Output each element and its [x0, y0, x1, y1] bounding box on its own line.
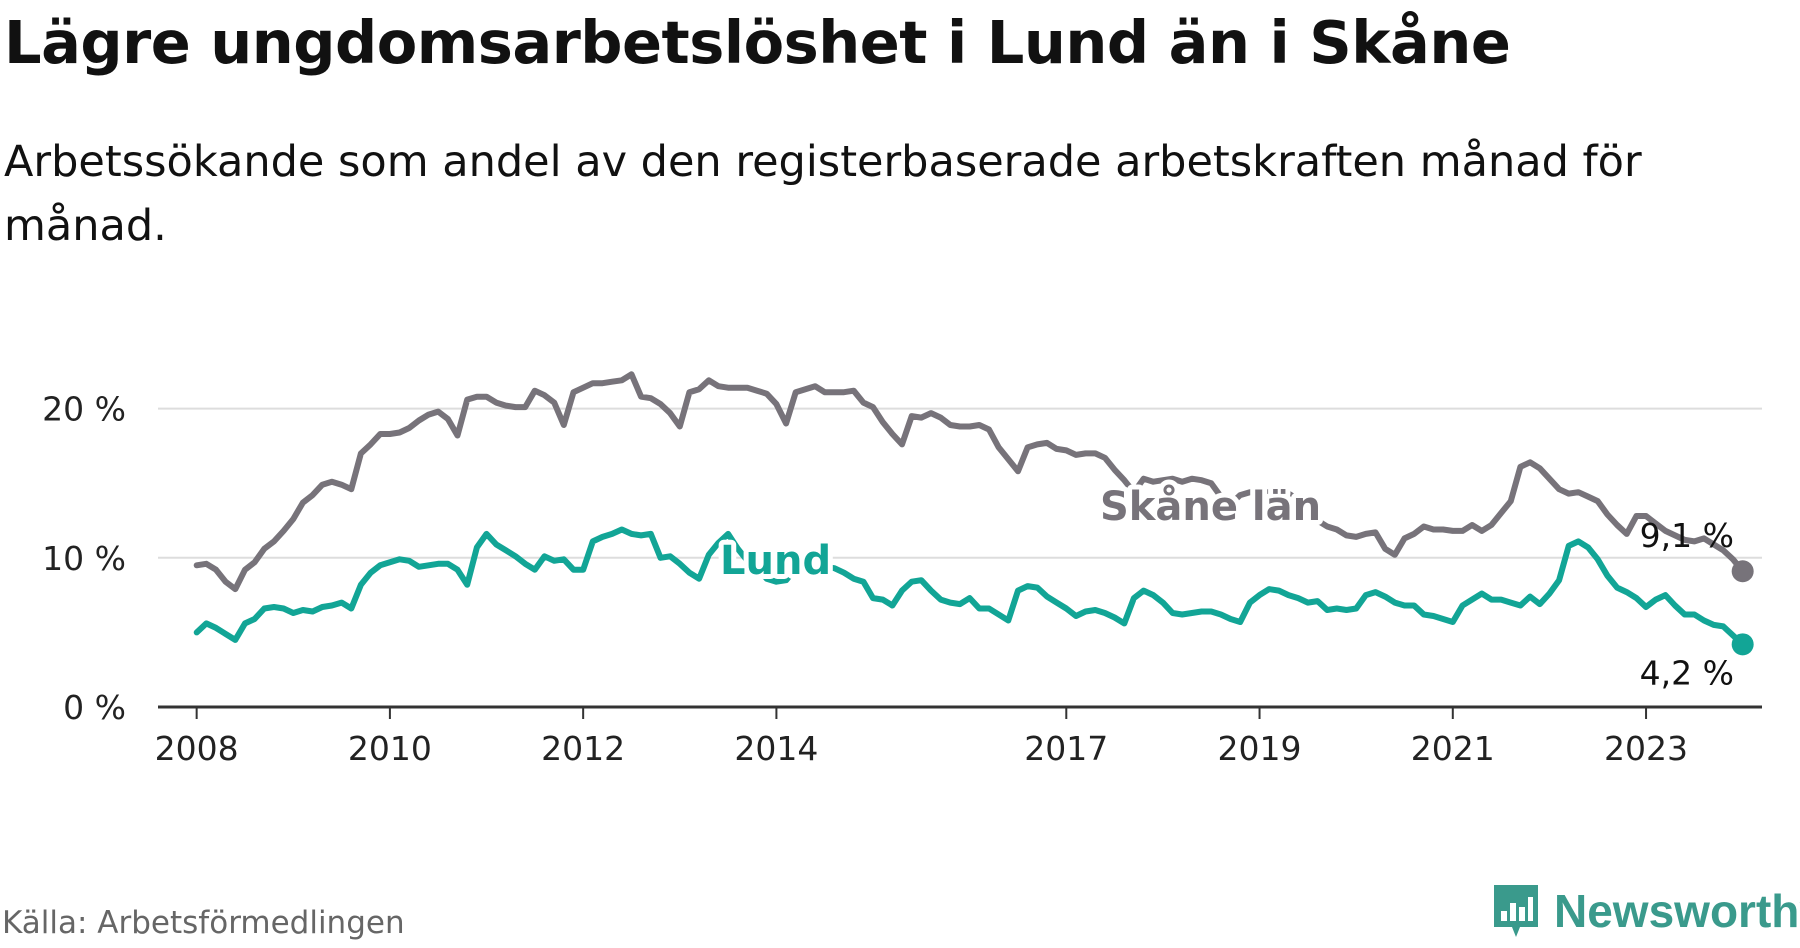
grid-lines	[158, 407, 1762, 559]
series-name-label-skane: Skåne län	[1100, 483, 1321, 530]
chart-subtitle: Arbetssökande som andel av den registerb…	[4, 137, 1642, 251]
series-labels: 9,1 % 4,2 % Skåne län Lund	[715, 478, 1734, 692]
x-tick-label: 2010	[348, 729, 432, 768]
series-line-skane	[193, 371, 1746, 593]
bar-chart-bubble-icon	[1494, 885, 1538, 937]
source-note: Källa: Arbetsförmedlingen	[2, 905, 405, 941]
series-name-label-lund: Lund	[720, 538, 831, 584]
series-lines	[193, 371, 1754, 656]
y-tick-label: 20 %	[42, 390, 126, 429]
x-tick-label: 2017	[1024, 729, 1108, 768]
x-tick-label: 2021	[1411, 729, 1495, 768]
end-marker-skane	[1731, 560, 1754, 583]
end-value-label-skane: 9,1 %	[1640, 516, 1734, 555]
y-tick-label: 0 %	[63, 688, 126, 727]
end-marker-lund	[1731, 633, 1754, 656]
x-tick-label: 2014	[734, 729, 818, 768]
x-tick-label: 2023	[1604, 729, 1688, 768]
x-axis: 2008 2010 2012 2014 2017 2019 2021 2023	[155, 705, 1762, 768]
chart-title: Lägre ungdomsarbetslöshet i Lund än i Sk…	[4, 8, 1511, 77]
y-tick-label: 10 %	[42, 539, 126, 578]
x-tick-label: 2019	[1218, 729, 1302, 768]
brand-logo[interactable]: Newsworthy	[1490, 880, 1800, 942]
x-tick-label: 2012	[541, 729, 625, 768]
end-value-label-lund: 4,2 %	[1640, 653, 1734, 692]
brand-name: Newsworthy	[1554, 885, 1800, 937]
series-line-lund	[193, 526, 1746, 648]
y-axis-ticks: 0 % 10 % 20 %	[42, 390, 126, 727]
x-tick-label: 2008	[155, 729, 239, 768]
